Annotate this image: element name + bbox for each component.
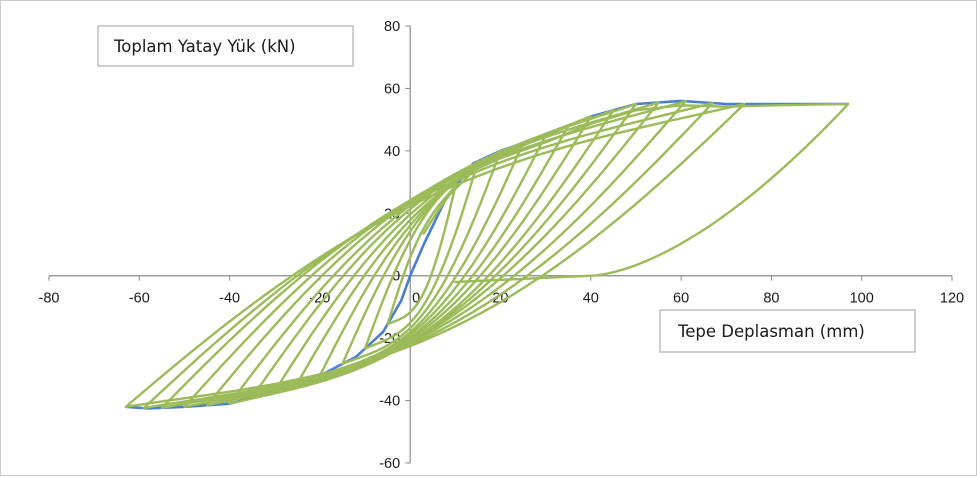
y-tick-label: 60 [384, 81, 400, 97]
hysteresis-loop-14 [422, 102, 850, 284]
y-tick-label: 0 [392, 269, 400, 285]
x-tick-label: -60 [129, 291, 150, 307]
x-axis-label: Tepe Deplasman (mm) [677, 322, 865, 341]
envelope-series [125, 99, 849, 410]
hysteresis-loop-7 [251, 115, 592, 399]
x-tick-label: 20 [492, 291, 508, 307]
hysteresis-loop-11 [160, 100, 687, 409]
x-tick-label: 0 [412, 291, 420, 307]
x-tick-label: 80 [763, 291, 779, 307]
x-tick-label: 40 [583, 291, 599, 307]
x-tick-label: 60 [673, 291, 689, 307]
curves [124, 99, 850, 410]
hysteresis-loop-13 [124, 102, 746, 408]
x-tick-label: 100 [850, 291, 874, 307]
x-tick-label: -40 [219, 291, 240, 307]
x-tick-label: 120 [940, 291, 964, 307]
y-tick-label: 40 [384, 144, 400, 160]
y-axis-label-box [97, 25, 354, 67]
hysteresis-loop-1 [386, 185, 457, 326]
hysteresis-loop-10 [183, 101, 660, 408]
hysteresis-loop-12 [142, 101, 714, 410]
y-axis-label: Toplam Yatay Yük (kN) [113, 37, 296, 56]
axis-labels: Toplam Yatay Yük (kN) Tepe Deplasman (mm… [97, 25, 916, 353]
hysteresis-loop-8 [228, 109, 615, 405]
y-tick-label: -40 [379, 394, 400, 410]
y-tick-label: 80 [384, 19, 400, 35]
x-tick-label: -80 [39, 291, 60, 307]
x-axis-label-box [659, 309, 916, 353]
y-tick-label: -60 [379, 456, 400, 472]
hysteresis-loop-9 [205, 102, 638, 407]
